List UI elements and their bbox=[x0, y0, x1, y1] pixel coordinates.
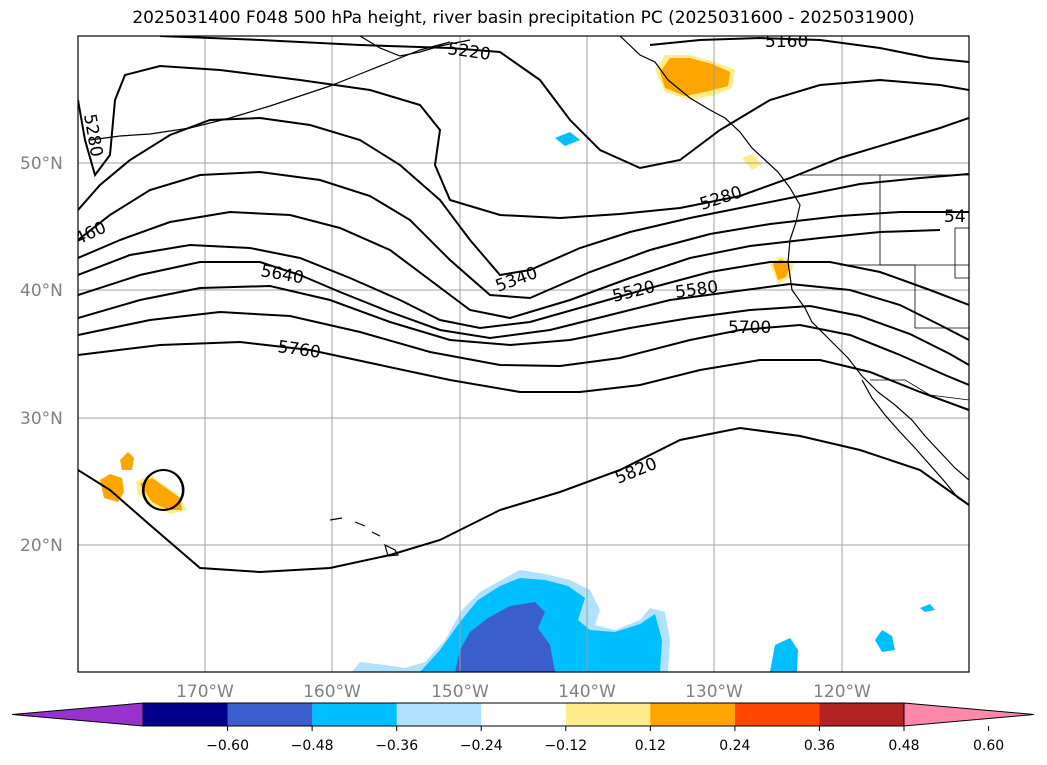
height-contour-5220 bbox=[159, 36, 969, 170]
height-contour-5520 bbox=[78, 243, 969, 330]
colorbar-segment bbox=[481, 703, 567, 726]
colorbar-border bbox=[142, 702, 905, 727]
colorbar-segment bbox=[143, 703, 229, 726]
lat-label: 20°N bbox=[20, 536, 63, 556]
lon-label: 160°W bbox=[303, 682, 361, 702]
precip-negative-region bbox=[920, 604, 935, 612]
colorbar-tick-label: 0.48 bbox=[888, 738, 919, 754]
north-america-coastline bbox=[619, 36, 969, 481]
lon-label: 150°W bbox=[431, 682, 489, 702]
precip-positive-region bbox=[742, 154, 762, 170]
colorbar-tick-label: −0.24 bbox=[460, 738, 503, 754]
precip-negative-region bbox=[875, 630, 895, 652]
precip-positive-region bbox=[120, 452, 134, 470]
precip-positive-region bbox=[660, 58, 730, 96]
colorbar-segment bbox=[312, 703, 398, 726]
height-contour-5400 bbox=[78, 170, 969, 300]
colorbar-extend-max bbox=[903, 702, 1035, 727]
contour-label: 54 bbox=[944, 207, 966, 227]
colorbar-tick-label: 0.36 bbox=[804, 738, 835, 754]
colorbar-tick-label: 0.12 bbox=[635, 738, 666, 754]
colorbar-tick-label: −0.12 bbox=[544, 738, 587, 754]
latitude-labels: 50°N 40°N 30°N 20°N bbox=[20, 154, 63, 556]
lon-label: 130°W bbox=[685, 682, 743, 702]
precip-negative-region bbox=[770, 638, 798, 672]
height-contours bbox=[78, 36, 969, 574]
precip-positive-region bbox=[140, 478, 182, 510]
colorbar-segment bbox=[819, 703, 905, 726]
colorbar-extend-min bbox=[11, 702, 144, 727]
lat-label: 30°N bbox=[20, 409, 63, 429]
colorbar-tick-label: −0.48 bbox=[291, 738, 334, 754]
height-contour-closed bbox=[142, 469, 185, 511]
figure-title: 2025031400 F048 500 hPa height, river ba… bbox=[132, 8, 915, 28]
map-gridlines bbox=[78, 36, 969, 672]
colorbar-segment bbox=[650, 703, 736, 726]
height-contour-5160 bbox=[649, 36, 969, 63]
height-contour-5640 bbox=[78, 284, 969, 366]
height-contour-5580 bbox=[78, 261, 969, 341]
precip-negative-region bbox=[555, 132, 580, 146]
lat-label: 50°N bbox=[20, 154, 63, 174]
baja-coastline bbox=[861, 379, 969, 506]
height-contour-5460 bbox=[78, 210, 941, 320]
colorbar: −0.60 −0.48 −0.36 −0.24 −0.12 0.12 0.24 0.36 0.4… bbox=[11, 702, 1035, 754]
height-contour-5340 bbox=[78, 116, 969, 277]
aleutian-islands bbox=[89, 41, 451, 141]
map-border bbox=[77, 35, 970, 673]
map-plot-area bbox=[78, 36, 969, 672]
lon-label: 120°W bbox=[813, 682, 871, 702]
lon-label: 140°W bbox=[558, 682, 616, 702]
colorbar-segment bbox=[734, 703, 820, 726]
height-contour-5760 bbox=[78, 340, 969, 411]
colorbar-tick-label: −0.60 bbox=[206, 738, 249, 754]
height-contour-5280a bbox=[78, 64, 969, 220]
precip-pc-shading bbox=[100, 55, 935, 672]
longitude-labels: 170°W 160°W 150°W 140°W 130°W 120°W bbox=[176, 682, 871, 702]
height-contour-5820 bbox=[78, 426, 969, 574]
colorbar-segment bbox=[396, 703, 482, 726]
colorbar-segment bbox=[227, 703, 313, 726]
hawaii-islands bbox=[329, 517, 400, 557]
precip-positive-region bbox=[100, 474, 124, 502]
lat-label: 40°N bbox=[20, 281, 63, 301]
colorbar-segment bbox=[565, 703, 651, 726]
colorbar-tick-label: 0.24 bbox=[719, 738, 750, 754]
precip-negative-region bbox=[455, 602, 555, 672]
colorbar-tick-label: 0.60 bbox=[973, 738, 1004, 754]
contour-label: 5160 bbox=[765, 32, 808, 52]
precip-positive-region bbox=[773, 259, 790, 280]
lon-label: 170°W bbox=[176, 682, 234, 702]
height-contour-5700b bbox=[78, 310, 969, 386]
contour-label: 5700 bbox=[728, 318, 771, 338]
colorbar-tick-label: −0.36 bbox=[375, 738, 418, 754]
